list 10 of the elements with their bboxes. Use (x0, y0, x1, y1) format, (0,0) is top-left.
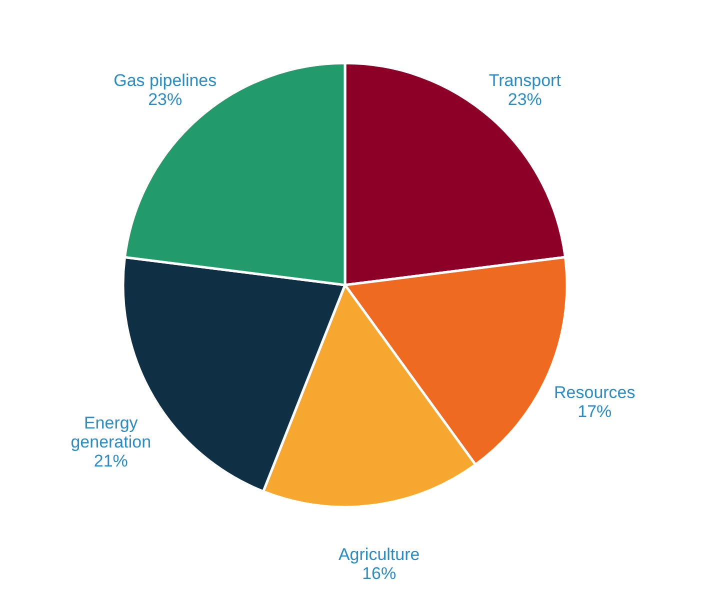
data-label: 23% (508, 90, 542, 109)
data-label: 23% (148, 90, 182, 109)
slice-label: Energy generation (70, 413, 152, 452)
slice-label: Resources (554, 383, 636, 402)
slice-label: Transport (488, 70, 562, 90)
data-label: 17% (578, 402, 612, 422)
data-label: 16% (362, 564, 396, 583)
data-label: 21% (94, 451, 128, 470)
slice-label: Gas pipelines (114, 70, 217, 90)
slice-label: Agriculture (338, 544, 420, 564)
